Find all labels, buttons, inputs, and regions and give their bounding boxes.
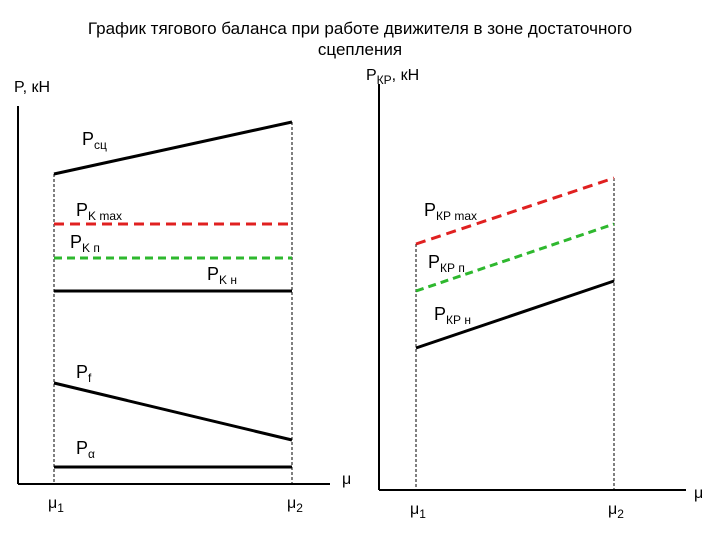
right-tick-mu2: μ2 [608,501,624,521]
line-p-kr-p [415,222,615,293]
right-panel: PКР, кН μ μ1 μ2 PКР max PКР п PКР н [366,67,703,521]
left-tick-mu1: μ1 [48,495,64,515]
label-p-sc: Pсц [82,129,107,152]
title-line-2: сцепления [317,40,403,59]
diagram-title: График тягового баланса при работе движи… [0,18,720,60]
line-p-sc [53,120,293,176]
label-p-f: Pf [76,362,92,385]
line-p-kr-max [415,176,615,246]
line-p-f [53,381,293,442]
label-p-k-max: PK max [76,200,122,223]
label-p-kr-p: PКР п [428,252,465,275]
label-p-kr-max: PКР max [424,200,477,223]
right-x-axis-label: μ [694,485,703,502]
left-tick-mu2: μ2 [287,495,303,515]
title-line-1: График тягового баланса при работе движи… [87,19,633,38]
label-p-k-p: PK п [70,232,100,255]
label-p-alpha: Pα [76,438,95,461]
label-p-kr-n: PКР н [434,304,471,327]
left-panel: P, кН μ μ1 μ2 Pсц PK max PK п PK н Pf Pα [14,79,351,515]
left-y-axis-label: P, кН [14,79,50,96]
right-y-axis-label: PКР, кН [366,67,419,87]
line-p-kr-n [415,279,615,350]
left-x-axis-label: μ [342,471,351,488]
label-p-k-n: PK н [207,264,237,287]
right-tick-mu1: μ1 [410,501,426,521]
